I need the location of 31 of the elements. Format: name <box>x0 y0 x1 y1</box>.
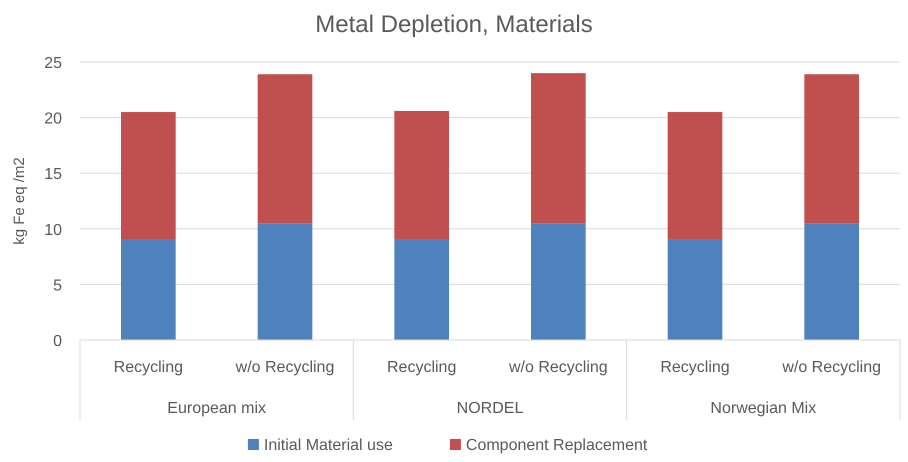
bar <box>668 112 722 240</box>
x-tick-label: w/o Recycling <box>781 359 882 376</box>
y-tick-label: 0 <box>53 333 62 350</box>
x-tick-label: w/o Recycling <box>508 359 608 376</box>
text: NORDEL <box>456 400 524 417</box>
y-tick-label: 15 <box>44 166 62 184</box>
bar <box>804 223 859 340</box>
x-tick-label: Recycling <box>114 359 184 376</box>
y-tick-label: 5 <box>53 277 62 294</box>
y-tick-label: 10 <box>44 222 62 239</box>
chart-title: Metal Depletion, Materials <box>315 11 593 38</box>
x-tick-label: Recycling <box>660 359 730 376</box>
x-tick-label: w/o Recycling <box>234 359 334 376</box>
y-tick-label: 20 <box>44 110 62 128</box>
bar <box>258 223 312 340</box>
bar <box>121 112 176 240</box>
legend-label: Initial Material use <box>264 437 393 454</box>
bar <box>804 74 859 224</box>
bar <box>258 74 312 224</box>
x-tick-label: Recycling <box>386 359 456 376</box>
text: Norwegian Mix <box>710 400 816 417</box>
bar <box>531 223 586 340</box>
bar <box>394 240 449 340</box>
y-axis-title: kg Fe eq /m2 <box>11 157 28 245</box>
bar <box>121 240 176 340</box>
text: European mix <box>167 400 266 417</box>
legend-label: Component Replacement <box>466 437 648 454</box>
bar <box>668 240 722 340</box>
bar <box>531 73 586 224</box>
bar <box>394 110 449 240</box>
y-tick-label: 25 <box>44 55 62 72</box>
